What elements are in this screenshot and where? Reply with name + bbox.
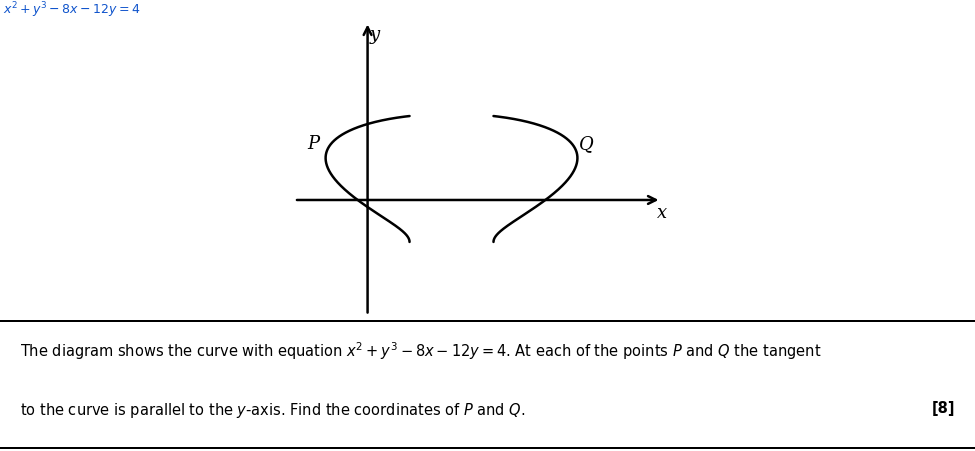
Text: $x^2+y^3-8x-12y=4$: $x^2+y^3-8x-12y=4$ <box>3 0 140 20</box>
Text: The diagram shows the curve with equation $x^2+y^3-8x-12y=4$. At each of the poi: The diagram shows the curve with equatio… <box>20 339 821 361</box>
Text: y: y <box>370 26 380 44</box>
Text: to the curve is parallel to the $y$-axis. Find the coordinates of $P$ and $Q$.: to the curve is parallel to the $y$-axis… <box>20 400 525 419</box>
Text: [8]: [8] <box>932 400 955 415</box>
Text: x: x <box>657 203 667 221</box>
Text: Q: Q <box>578 134 593 152</box>
Text: P: P <box>307 134 319 152</box>
